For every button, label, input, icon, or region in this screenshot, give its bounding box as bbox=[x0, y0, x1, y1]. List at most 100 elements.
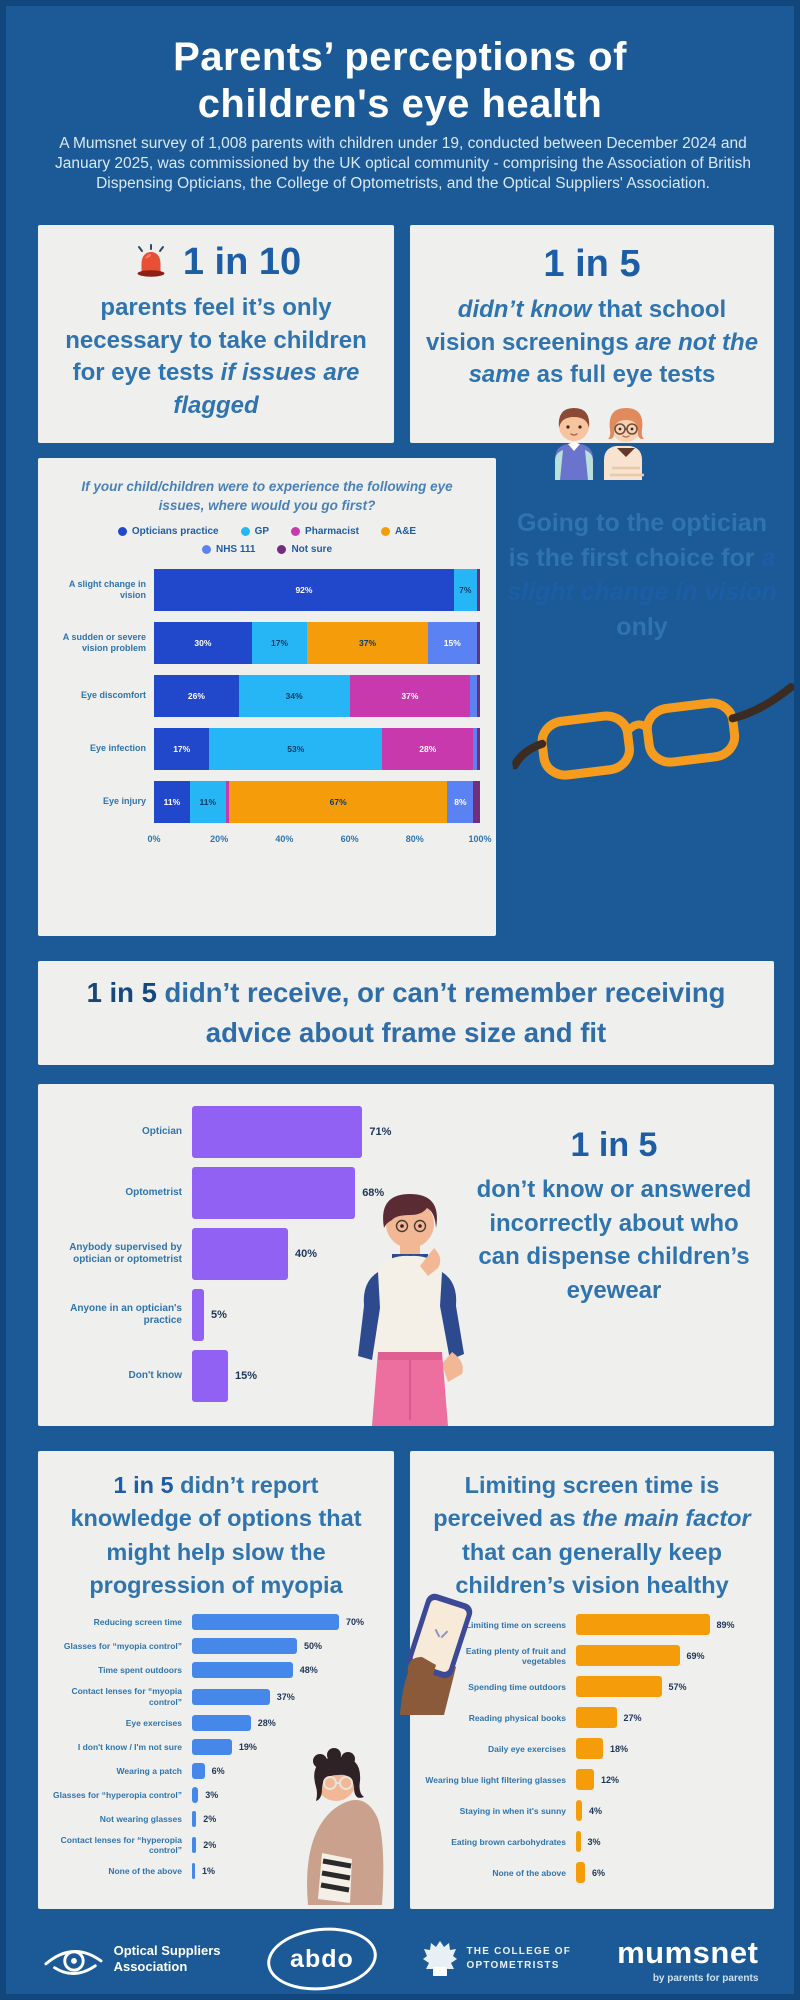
frame-fit-banner-text: 1 in 5 didn’t receive, or can’t remember… bbox=[66, 973, 746, 1053]
legend-dot bbox=[201, 544, 211, 554]
screen-heading-seg3: that can generally keep children’s visio… bbox=[455, 1538, 729, 1599]
bar-value: 7% bbox=[459, 584, 472, 595]
bar bbox=[192, 1786, 199, 1803]
bar-value: 92% bbox=[295, 584, 313, 595]
issues-row-label: A sudden or severe vision problem bbox=[62, 631, 146, 653]
bar-value: 53% bbox=[287, 743, 305, 754]
dispense-chart-row: Anyone in an optician's practice 5% bbox=[60, 1289, 391, 1341]
bar-segment: 17% bbox=[251, 621, 308, 664]
bar-value: 17% bbox=[173, 743, 191, 754]
myopia-chart-row: Eye exercises 28% bbox=[50, 1714, 382, 1731]
vision-healthy-chart: Limiting time on screens 89% Eating plenty… bbox=[420, 1614, 764, 1884]
bar-value: 18% bbox=[610, 1743, 629, 1754]
bar-label: Optometrist bbox=[125, 1187, 182, 1198]
vision-healthy-chart-row: Spending time outdoors 57% bbox=[420, 1676, 764, 1698]
bar bbox=[192, 1714, 251, 1731]
glasses-illustration bbox=[505, 669, 794, 802]
myopia-chart-row: Glasses for “hyperopia control” 3% bbox=[50, 1786, 382, 1803]
screen-heading: Limiting screen time is perceived as the… bbox=[420, 1469, 764, 1602]
issues-row-label: Eye injury bbox=[102, 796, 146, 807]
vision-healthy-chart-row: Eating plenty of fruit and vegetables 69% bbox=[420, 1645, 764, 1667]
issues-row-label: Eye discomfort bbox=[80, 690, 146, 701]
bar-label: Contact lenses for “myopia control” bbox=[71, 1686, 182, 1707]
dispense-body: don’t know or answered incorrectly about… bbox=[476, 1176, 752, 1304]
stat-box-eye-tests: 1 in 10 parents feel it’s only necessary… bbox=[38, 225, 394, 443]
issues-legend-row-1: Opticians practice GP Pharmacist A&E bbox=[54, 526, 480, 537]
bar-label: Anyone in an optician's practice bbox=[70, 1303, 182, 1326]
vision-healthy-chart-row: Eating brown carbohydrates 3% bbox=[420, 1831, 764, 1853]
frame-fit-banner-bold: 1 in 5 bbox=[86, 977, 157, 1009]
mumsnet-tagline: by parents for parents bbox=[652, 1972, 759, 1984]
myopia-chart-row: Contact lenses for “hyperopia control” 2% bbox=[50, 1835, 382, 1855]
issues-chart-rows: A slight change in vision 92% 7% A sudden o… bbox=[54, 568, 480, 823]
title-line-2: children's eye health bbox=[197, 82, 603, 127]
legend-label: Not sure bbox=[291, 543, 333, 555]
legend-dot bbox=[277, 544, 287, 554]
issues-row-track: 11% 11% 67% 8% bbox=[154, 780, 480, 823]
legend-item: NHS 111 bbox=[201, 544, 255, 555]
bar-segment: 17% bbox=[154, 727, 210, 770]
bar bbox=[576, 1707, 617, 1729]
bar-value: 15% bbox=[235, 1370, 258, 1382]
dispense-chart-row: Optometrist 68% bbox=[60, 1167, 391, 1219]
myopia-chart-row: I don't know / I'm not sure 19% bbox=[50, 1738, 382, 1755]
bar-value: 28% bbox=[419, 743, 437, 754]
bar-value: 11% bbox=[163, 796, 181, 807]
axis-tick: 100% bbox=[468, 833, 492, 844]
bar-segment bbox=[473, 727, 477, 770]
bar-label: Don't know bbox=[128, 1370, 182, 1381]
bar-segment: 37% bbox=[349, 674, 471, 717]
bar-segment: 92% bbox=[154, 568, 454, 611]
stat-box-1-text: parents feel it’s only necessary to take… bbox=[52, 292, 380, 423]
bar-value: 40% bbox=[295, 1248, 318, 1260]
osa-line2: Association bbox=[113, 1959, 188, 1974]
going-note-seg1: Going to the optician is the first choic… bbox=[508, 509, 767, 572]
abdo-wordmark: abdo bbox=[289, 1944, 354, 1973]
bar-segment: 34% bbox=[238, 674, 350, 717]
bar bbox=[192, 1289, 204, 1341]
bar-label: Glasses for “hyperopia control” bbox=[53, 1789, 182, 1800]
bar-label: Glasses for “myopia control” bbox=[63, 1641, 182, 1652]
hand-phone-illustration bbox=[400, 1591, 484, 1715]
bar bbox=[576, 1614, 710, 1636]
dispense-stat: 1 in 5 bbox=[570, 1126, 658, 1164]
bar-segment: 26% bbox=[154, 674, 239, 717]
intro-paragraph: A Mumsnet survey of 1,008 parents with c… bbox=[54, 135, 752, 193]
myopia-heading: 1 in 5 didn’t report knowledge of option… bbox=[50, 1469, 382, 1602]
bar-value: 12% bbox=[601, 1774, 620, 1785]
legend-label: A&E bbox=[394, 525, 417, 537]
bar-label: Daily eye exercises bbox=[488, 1743, 566, 1754]
bar bbox=[192, 1662, 293, 1679]
bar bbox=[576, 1676, 662, 1698]
siren-icon bbox=[131, 243, 171, 283]
bar bbox=[192, 1167, 356, 1219]
mumsnet-logo: mumsnet by parents for parents bbox=[617, 1935, 758, 1984]
bar-value: 70% bbox=[346, 1617, 365, 1628]
bar-segment bbox=[225, 780, 229, 823]
college-logo: THE COLLEGE OF OPTOMETRISTS bbox=[422, 1939, 572, 1979]
bar bbox=[576, 1831, 581, 1853]
bar bbox=[576, 1645, 680, 1667]
bar bbox=[192, 1688, 270, 1705]
issues-row-track: 92% 7% bbox=[154, 568, 480, 611]
vision-healthy-chart-row: Wearing blue light filtering glasses 12% bbox=[420, 1769, 764, 1791]
bar-segment bbox=[470, 674, 477, 717]
dispense-chart: Optician 71% Optometrist 68% Anybody supervi… bbox=[60, 1106, 391, 1411]
bar-value: 26% bbox=[187, 690, 205, 701]
bar-label: Wearing a patch bbox=[116, 1765, 183, 1776]
legend-dot bbox=[117, 526, 127, 536]
legend-dot bbox=[291, 526, 301, 536]
bar-segment bbox=[473, 780, 480, 823]
bar bbox=[192, 1863, 195, 1880]
bar-value: 68% bbox=[362, 1187, 385, 1199]
college-line2: OPTOMETRISTS bbox=[466, 1960, 560, 1971]
bar-segment bbox=[476, 621, 480, 664]
issues-legend-row-2: NHS 111 Not sure bbox=[54, 544, 480, 555]
abdo-logo: abdo bbox=[263, 1922, 380, 1994]
bar-value: 3% bbox=[587, 1836, 601, 1847]
going-note-seg2: a slight change in vision bbox=[507, 543, 777, 607]
myopia-chart-row: Contact lenses for “myopia control” 37% bbox=[50, 1686, 382, 1706]
bar-label: Not wearing glasses bbox=[99, 1813, 182, 1824]
bar-value: 37% bbox=[401, 690, 419, 701]
